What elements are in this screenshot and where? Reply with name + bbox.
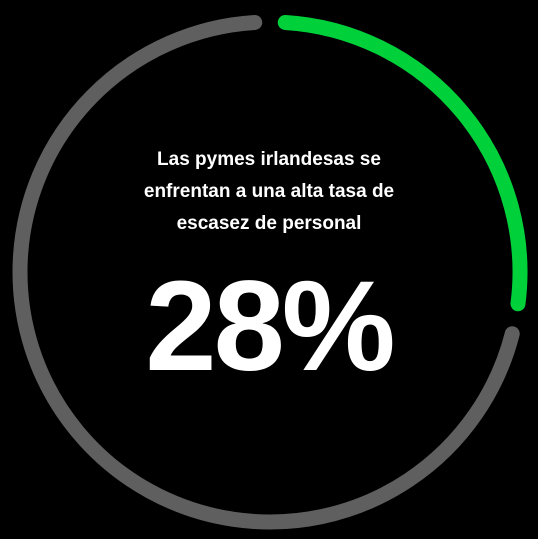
donut-segment [277, 14, 528, 312]
donut-segment [12, 14, 520, 530]
chart-title: Las pymes irlandesas se enfrentan a una … [143, 149, 395, 234]
value-label: 28% [145, 255, 395, 398]
